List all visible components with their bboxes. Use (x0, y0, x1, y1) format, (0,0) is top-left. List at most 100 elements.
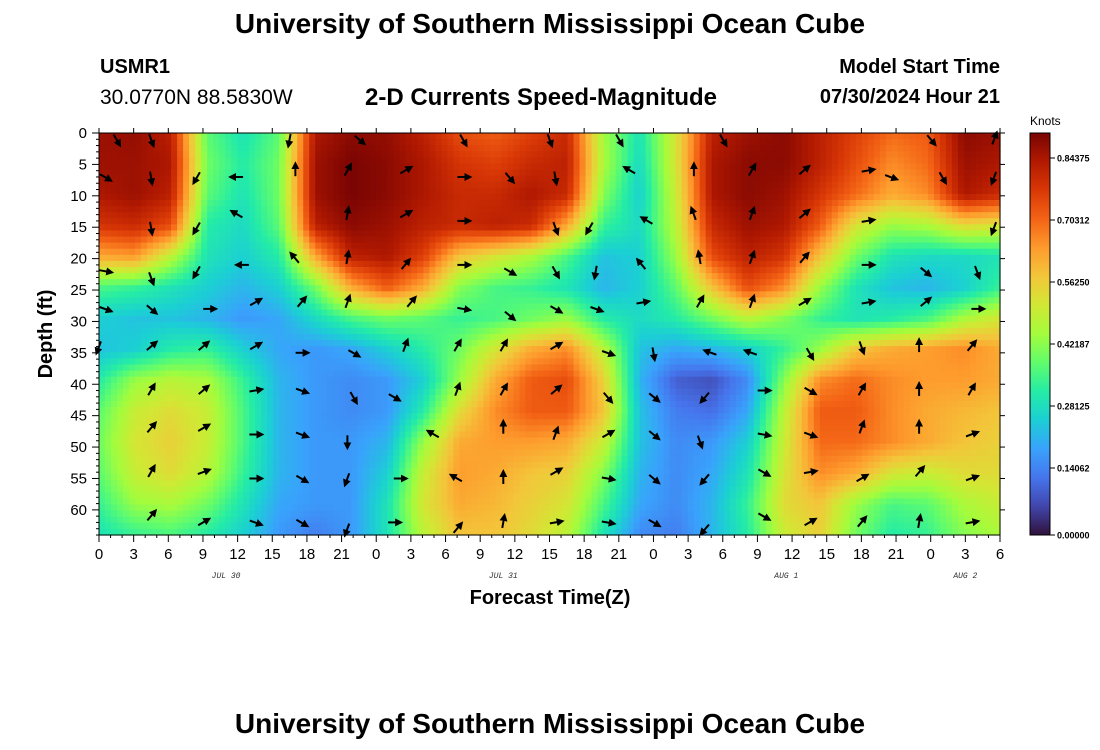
heat-cell (723, 273, 731, 280)
heat-cell (801, 169, 809, 177)
heat-cell (807, 279, 815, 286)
heat-cell (903, 151, 911, 158)
heat-cell (213, 279, 220, 286)
heat-cell (345, 303, 352, 311)
heat-cell (231, 334, 238, 341)
heat-cell (897, 254, 905, 262)
heat-cell (639, 187, 647, 195)
heat-cell (903, 242, 911, 250)
heat-cell (753, 157, 761, 165)
heat-cell (939, 169, 947, 177)
heat-cell (231, 309, 238, 317)
heat-cell (699, 157, 707, 165)
heat-cell (795, 187, 803, 195)
heat-cell (921, 187, 929, 195)
heat-cell (525, 169, 533, 177)
heat-cell (891, 260, 899, 268)
heat-cell (741, 236, 749, 244)
heat-cell (99, 327, 106, 335)
heat-cell (573, 169, 581, 177)
heat-cell (585, 279, 593, 286)
heat-cell (513, 193, 521, 201)
heat-cell (729, 230, 737, 238)
heat-cell (159, 254, 166, 262)
heat-cell (597, 218, 605, 225)
heat-cell (711, 169, 719, 177)
heat-cell (957, 242, 965, 250)
heat-cell (987, 309, 995, 317)
heat-cell (849, 169, 857, 177)
heat-cell (183, 230, 190, 238)
heat-cell (321, 279, 328, 286)
heat-cell (201, 200, 208, 207)
heat-cell (111, 248, 118, 256)
heat-cell (747, 224, 755, 232)
heat-cell (711, 321, 719, 329)
heat-cell (339, 321, 346, 329)
heat-cell (459, 193, 467, 201)
heat-cell (477, 236, 485, 244)
heat-cell (573, 187, 581, 195)
heat-cell (189, 273, 196, 280)
heat-cell (765, 297, 773, 305)
heat-cell (99, 157, 106, 165)
heat-cell (315, 181, 322, 189)
heat-cell (129, 224, 136, 232)
heat-cell (741, 200, 749, 207)
heat-cell (735, 187, 743, 195)
heat-cell (141, 157, 148, 165)
heat-cell (249, 334, 256, 341)
heat-cell (393, 303, 400, 311)
heat-cell (249, 206, 256, 213)
heat-cell (645, 285, 653, 292)
heat-cell (183, 279, 190, 286)
heat-cell (921, 133, 929, 140)
heat-cell (261, 224, 268, 232)
heat-cell (207, 260, 214, 268)
heat-cell (951, 236, 959, 244)
heat-cell (675, 133, 683, 140)
heat-cell (357, 133, 364, 140)
heat-cell (771, 145, 779, 152)
heat-cell (663, 297, 671, 305)
heat-cell (285, 224, 292, 232)
heat-cell (345, 145, 352, 152)
heat-cell (123, 248, 130, 256)
heat-cell (393, 279, 400, 286)
heat-cell (471, 133, 479, 140)
heat-cell (171, 218, 178, 225)
heat-cell (471, 230, 479, 238)
heat-cell (255, 187, 262, 195)
heat-cell (291, 267, 298, 274)
heat-cell (891, 212, 899, 219)
heat-cell (117, 163, 124, 171)
heat-cell (717, 279, 725, 286)
heat-cell (561, 181, 569, 189)
heat-cell (747, 291, 755, 299)
heat-cell (771, 242, 779, 250)
heat-cell (357, 224, 364, 232)
heat-cell (963, 236, 971, 244)
heat-cell (477, 285, 485, 292)
heat-cell (135, 321, 142, 329)
heat-cell (909, 291, 917, 299)
heat-cell (747, 315, 755, 323)
heat-cell (285, 187, 292, 195)
heat-cell (201, 334, 208, 341)
heat-cell (171, 139, 178, 146)
heat-cell (273, 267, 280, 274)
heat-cell (243, 151, 250, 158)
heat-cell (195, 315, 202, 323)
heat-cell (255, 200, 262, 207)
heat-cell (363, 285, 370, 292)
heat-cell (567, 309, 575, 317)
heat-cell (267, 169, 274, 177)
heat-cell (765, 206, 773, 213)
heat-cell (213, 291, 220, 299)
heat-cell (843, 224, 851, 232)
heat-cell (687, 145, 695, 152)
heat-cell (585, 242, 593, 250)
heat-cell (507, 187, 515, 195)
heat-cell (243, 285, 250, 292)
heat-cell (657, 212, 665, 219)
